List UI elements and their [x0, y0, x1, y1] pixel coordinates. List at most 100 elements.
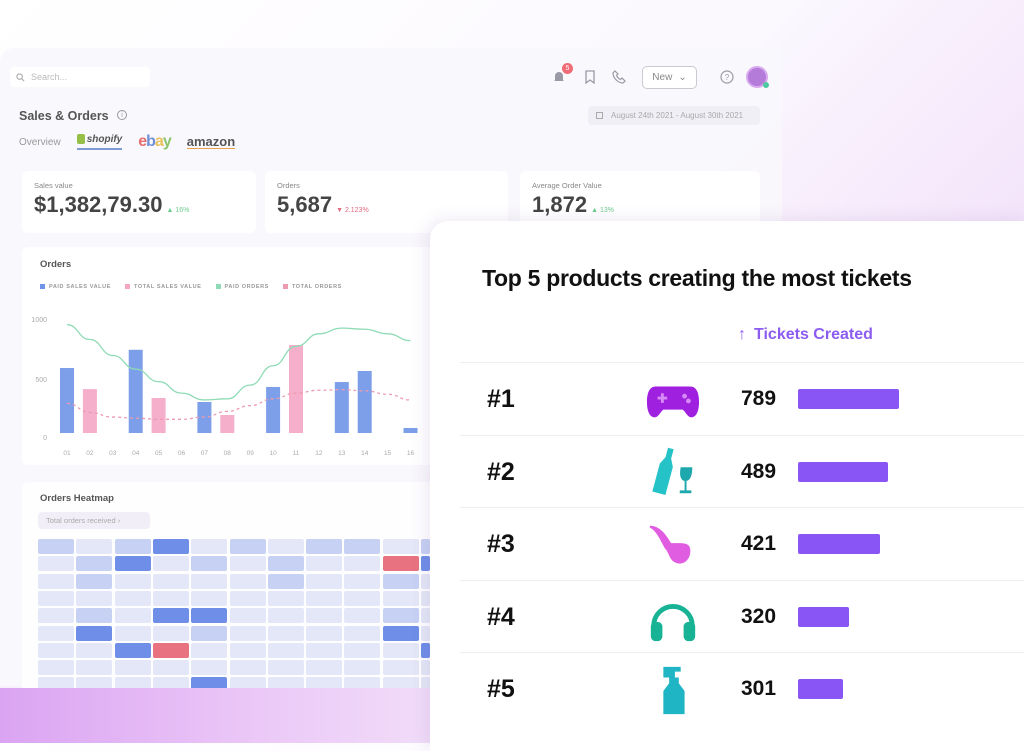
heatmap-cell[interactable]: [38, 556, 74, 572]
heatmap-cell[interactable]: [306, 625, 343, 641]
heatmap-cell[interactable]: [114, 539, 151, 554]
heatmap-cell[interactable]: [191, 573, 228, 589]
heatmap-cell[interactable]: [382, 590, 419, 606]
heatmap-cell[interactable]: [38, 539, 74, 554]
search-input[interactable]: Search...: [10, 67, 150, 87]
heatmap-cell[interactable]: [306, 556, 343, 572]
bookmark-icon[interactable]: [583, 70, 597, 84]
heatmap-cell[interactable]: [382, 660, 419, 676]
heatmap-cell[interactable]: [306, 608, 343, 624]
heatmap-cell[interactable]: [306, 573, 343, 589]
heatmap-cell[interactable]: [152, 590, 189, 606]
heatmap-cell[interactable]: [267, 590, 304, 606]
legend-paid-orders[interactable]: PAID ORDERS: [215, 284, 269, 290]
legend-total-sales-value[interactable]: TOTAL SALES VALUE: [124, 284, 202, 290]
sort-tickets-created-header[interactable]: ↑ Tickets Created: [738, 326, 873, 344]
heatmap-cell[interactable]: [421, 660, 430, 676]
heatmap-cell[interactable]: [191, 608, 228, 624]
tab-shopify[interactable]: shopify: [76, 134, 123, 150]
heatmap-cell[interactable]: [306, 642, 343, 658]
heatmap-cell[interactable]: [38, 573, 74, 589]
product-row[interactable]: #1 789: [460, 362, 1024, 435]
heatmap-cell[interactable]: [38, 660, 74, 676]
heatmap-cell[interactable]: [344, 590, 381, 606]
heatmap-cell[interactable]: [344, 608, 381, 624]
heatmap-cell[interactable]: [114, 625, 151, 641]
heatmap-cell[interactable]: [267, 660, 304, 676]
heatmap-cell[interactable]: [344, 660, 381, 676]
heatmap-cell[interactable]: [421, 677, 430, 693]
heatmap-filter-dropdown[interactable]: Total orders received ›: [38, 512, 150, 529]
legend-paid-sales-value[interactable]: PAID SALES VALUE: [40, 284, 111, 290]
heatmap-cell[interactable]: [267, 573, 304, 589]
heatmap-cell[interactable]: [421, 556, 430, 572]
heatmap-cell[interactable]: [306, 590, 343, 606]
heatmap-cell[interactable]: [344, 642, 381, 658]
user-avatar[interactable]: [746, 66, 768, 88]
heatmap-cell[interactable]: [382, 556, 419, 572]
bell-icon[interactable]: [552, 70, 566, 84]
product-row[interactable]: #4 320: [460, 579, 1024, 653]
heatmap-cell[interactable]: [191, 625, 228, 641]
product-row[interactable]: #5 301: [460, 652, 1024, 725]
heatmap-cell[interactable]: [421, 573, 430, 589]
heatmap-cell[interactable]: [191, 556, 228, 572]
heatmap-cell[interactable]: [152, 539, 189, 554]
heatmap-cell[interactable]: [152, 608, 189, 624]
heatmap-cell[interactable]: [191, 539, 228, 554]
heatmap-cell[interactable]: [152, 573, 189, 589]
heatmap-cell[interactable]: [229, 642, 266, 658]
heatmap-cell[interactable]: [38, 625, 74, 641]
heatmap-cell[interactable]: [76, 642, 113, 658]
info-icon[interactable]: i: [117, 110, 127, 120]
heatmap-cell[interactable]: [382, 625, 419, 641]
heatmap-cell[interactable]: [421, 625, 430, 641]
heatmap-cell[interactable]: [344, 573, 381, 589]
heatmap-cell[interactable]: [191, 590, 228, 606]
heatmap-cell[interactable]: [114, 660, 151, 676]
heatmap-cell[interactable]: [267, 642, 304, 658]
heatmap-cell[interactable]: [152, 625, 189, 641]
heatmap-cell[interactable]: [382, 608, 419, 624]
heatmap-cell[interactable]: [114, 590, 151, 606]
phone-icon[interactable]: [612, 70, 626, 84]
heatmap-cell[interactable]: [267, 608, 304, 624]
heatmap-cell[interactable]: [229, 573, 266, 589]
heatmap-cell[interactable]: [421, 608, 430, 624]
heatmap-cell[interactable]: [229, 539, 266, 554]
heatmap-cell[interactable]: [382, 539, 419, 554]
heatmap-cell[interactable]: [421, 539, 430, 554]
heatmap-cell[interactable]: [306, 660, 343, 676]
heatmap-cell[interactable]: [38, 608, 74, 624]
heatmap-cell[interactable]: [38, 642, 74, 658]
heatmap-cell[interactable]: [191, 642, 228, 658]
heatmap-cell[interactable]: [76, 660, 113, 676]
date-range-picker[interactable]: August 24th 2021 - August 30th 2021: [588, 106, 760, 125]
heatmap-cell[interactable]: [76, 573, 113, 589]
heatmap-cell[interactable]: [382, 573, 419, 589]
heatmap-cell[interactable]: [114, 642, 151, 658]
heatmap-cell[interactable]: [76, 556, 113, 572]
product-row[interactable]: #2 489: [460, 434, 1024, 508]
heatmap-cell[interactable]: [114, 556, 151, 572]
heatmap-cell[interactable]: [114, 573, 151, 589]
heatmap-cell[interactable]: [344, 625, 381, 641]
heatmap-cell[interactable]: [382, 642, 419, 658]
heatmap-cell[interactable]: [76, 539, 113, 554]
heatmap-cell[interactable]: [38, 590, 74, 606]
heatmap-cell[interactable]: [152, 660, 189, 676]
heatmap-cell[interactable]: [76, 608, 113, 624]
heatmap-cell[interactable]: [267, 539, 304, 554]
tab-amazon[interactable]: amazon: [186, 133, 236, 149]
heatmap-cell[interactable]: [267, 556, 304, 572]
heatmap-cell[interactable]: [229, 590, 266, 606]
heatmap-cell[interactable]: [191, 660, 228, 676]
heatmap-cell[interactable]: [152, 642, 189, 658]
heatmap-cell[interactable]: [76, 625, 113, 641]
heatmap-cell[interactable]: [76, 590, 113, 606]
help-icon[interactable]: ?: [720, 70, 734, 84]
heatmap-cell[interactable]: [421, 642, 430, 658]
heatmap-cell[interactable]: [229, 556, 266, 572]
heatmap-cell[interactable]: [344, 556, 381, 572]
heatmap-cell[interactable]: [344, 539, 381, 554]
